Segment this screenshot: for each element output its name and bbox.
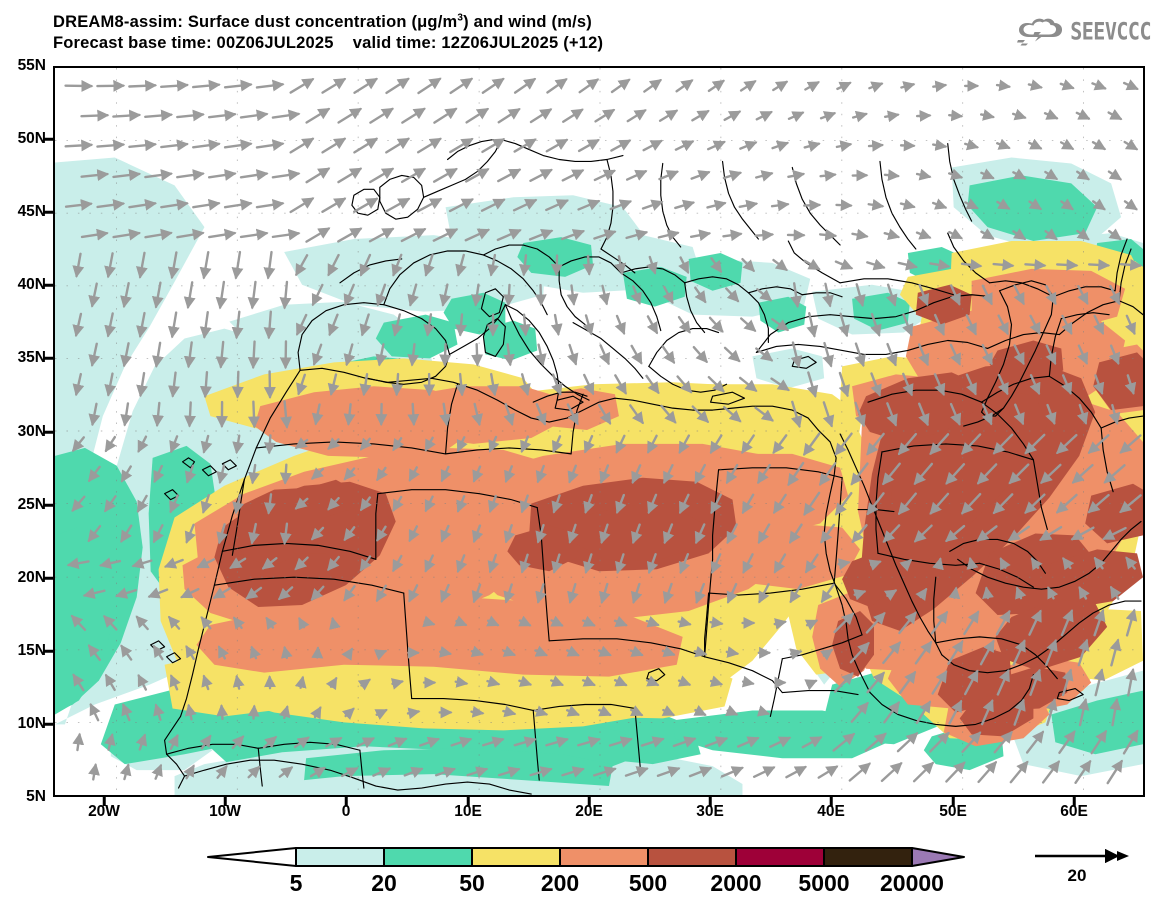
colorbar-swatches	[207, 847, 965, 867]
colorbar-label-50: 50	[459, 870, 485, 896]
title-text-main: DREAM8-assim: Surface dust concentration…	[53, 13, 458, 31]
y-tick-55N: 55N	[17, 57, 46, 74]
colorbar-bin-200-500	[559, 847, 649, 867]
dust-concentration-map	[55, 68, 1143, 795]
colorbar-bin-20-50	[383, 847, 473, 867]
colorbar-bin-2000-5000	[735, 847, 825, 867]
x-tickmark-30E	[708, 797, 712, 806]
plot-frame	[53, 66, 1145, 797]
x-tick-20W: 20W	[88, 803, 120, 820]
y-tickmark-20N	[44, 576, 53, 580]
y-tickmark-25N	[44, 503, 53, 507]
wind-reference-arrow-icon	[1035, 848, 1129, 864]
x-tickmark-10E	[466, 797, 470, 806]
x-tickmark-50E	[951, 797, 955, 806]
x-tickmark-20E	[587, 797, 591, 806]
x-tick-10W: 10W	[209, 803, 241, 820]
y-tickmark-15N	[44, 649, 53, 653]
colorbar-label-20: 20	[371, 870, 397, 896]
logo-wordmark: SEEVCCC	[1070, 16, 1151, 46]
x-tick-30E: 30E	[696, 803, 724, 820]
colorbar-bin-under	[207, 847, 297, 867]
x-tickmark-20W	[102, 797, 106, 806]
colorbar-label-500: 500	[628, 870, 668, 896]
x-tick-60E: 60E	[1060, 803, 1088, 820]
y-tickmark-45N	[44, 210, 53, 214]
y-tick-15N: 15N	[17, 642, 46, 659]
x-tickmark-0	[344, 797, 348, 806]
y-tickmark-10N	[44, 722, 53, 726]
units-superscript: 3	[457, 12, 464, 24]
map-plot-area[interactable]	[53, 66, 1145, 797]
wind-scale-key: 20	[1031, 848, 1143, 894]
colorbar-label-5000: 5000	[798, 870, 850, 896]
y-tickmark-30N	[44, 430, 53, 434]
colorbar-label-20000: 20000	[880, 870, 944, 896]
x-tick-40E: 40E	[817, 803, 845, 820]
y-tick-25N: 25N	[17, 496, 46, 513]
wind-vector-field	[64, 77, 1143, 785]
y-tick-20N: 20N	[17, 569, 46, 586]
x-tickmark-10W	[223, 797, 227, 806]
cloud-icon	[1017, 16, 1063, 46]
colorbar-label-2000: 2000	[710, 870, 762, 896]
chart-title-block: DREAM8-assim: Surface dust concentration…	[53, 12, 1033, 54]
colorbar[interactable]: 5 20 50 200 500 2000 5000 20000	[207, 846, 965, 896]
colorbar-bin-5-20	[295, 847, 385, 867]
y-tick-40N: 40N	[17, 276, 46, 293]
x-tick-10E: 10E	[454, 803, 482, 820]
colorbar-label-5: 5	[289, 870, 303, 896]
colorbar-tick-labels: 5 20 50 200 500 2000 5000 20000	[207, 870, 965, 900]
y-tick-5N: 5N	[26, 788, 46, 805]
x-tick-0: 0	[341, 803, 351, 820]
chart-subtitle: Forecast base time: 00Z06JUL2025 valid t…	[53, 34, 604, 52]
y-tick-50N: 50N	[17, 130, 46, 147]
title-text-tail: ) and wind (m/s)	[463, 13, 592, 31]
y-tickmark-50N	[44, 137, 53, 141]
y-tick-35N: 35N	[17, 349, 46, 366]
y-tick-10N: 10N	[17, 715, 46, 732]
colorbar-bin-5000-20000	[823, 847, 913, 867]
seevccc-logo: SEEVCCC	[1017, 16, 1151, 46]
colorbar-bin-50-200	[471, 847, 561, 867]
colorbar-bin-over	[911, 847, 965, 867]
y-tick-45N: 45N	[17, 203, 46, 220]
colorbar-bin-500-2000	[647, 847, 737, 867]
wind-scale-value: 20	[1067, 866, 1087, 885]
x-tick-50E: 50E	[939, 803, 967, 820]
x-tick-20E: 20E	[575, 803, 603, 820]
y-tickmark-35N	[44, 356, 53, 360]
y-tick-30N: 30N	[17, 423, 46, 440]
x-tickmark-40E	[829, 797, 833, 806]
y-tickmark-40N	[44, 283, 53, 287]
page-title: DREAM8-assim: Surface dust concentration…	[53, 12, 1033, 33]
colorbar-label-200: 200	[540, 870, 580, 896]
x-tickmark-60E	[1072, 797, 1076, 806]
